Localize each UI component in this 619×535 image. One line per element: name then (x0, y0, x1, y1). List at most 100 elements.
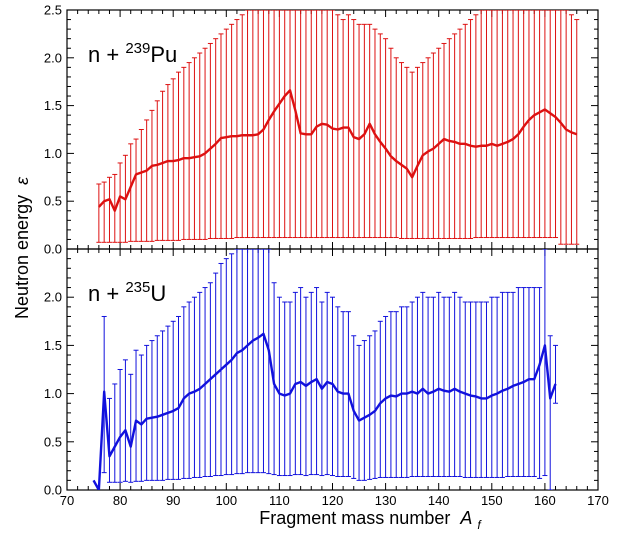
error-bar (553, 344, 559, 404)
error-bar (404, 306, 410, 478)
error-bar (335, 14, 341, 239)
error-bar (330, 296, 335, 477)
error-bar (239, 249, 245, 475)
y-tick-label: 2.5 (44, 3, 62, 18)
error-bar (260, 249, 266, 474)
error-bar (255, 10, 261, 239)
error-bar (308, 10, 314, 239)
error-bar (399, 62, 405, 239)
pu239-panel: 0.0 0.5 1.0 1.5 2.0 2.5 n + 239Pu (44, 3, 599, 257)
y-tick-label: 2.0 (44, 50, 62, 65)
error-bar (234, 249, 240, 475)
error-bar (473, 14, 479, 239)
error-bar (314, 10, 320, 239)
error-bar (393, 57, 399, 239)
error-bar (404, 66, 410, 239)
y-tick-label: 0.5 (44, 194, 62, 209)
series-group (92, 249, 559, 490)
error-bar (457, 296, 463, 478)
error-bar (542, 249, 548, 477)
error-bar (266, 249, 272, 475)
error-bar (526, 10, 532, 239)
error-bar (537, 287, 543, 479)
error-bar (563, 10, 569, 245)
error-bar (160, 90, 166, 241)
series-group (96, 10, 580, 245)
error-bar (245, 249, 251, 474)
error-bar (505, 291, 511, 478)
error-bar (106, 176, 112, 243)
error-bar (399, 306, 405, 478)
error-bar (446, 296, 452, 478)
error-bar (170, 320, 176, 480)
error-bar (494, 10, 500, 239)
error-bar (441, 42, 447, 239)
x-tick-label: 150 (481, 493, 503, 508)
error-bar (144, 119, 150, 242)
error-bar (266, 10, 272, 239)
panel-label: n + 239Pu (88, 40, 177, 67)
x-tick-label: 140 (428, 493, 450, 508)
error-bar (483, 301, 489, 478)
error-bar (489, 296, 495, 478)
error-bar (276, 10, 282, 239)
error-bar (133, 138, 139, 242)
y-tick-label: 1.5 (44, 98, 62, 113)
error-bar (409, 71, 415, 239)
error-bar (505, 10, 511, 239)
error-bar (186, 301, 192, 479)
error-bar (223, 258, 229, 476)
error-bar (526, 287, 532, 478)
error-bar (181, 306, 187, 479)
panel-label-element: Pu (150, 42, 177, 67)
error-bar (186, 62, 192, 240)
error-bar (483, 10, 489, 239)
error-bar (547, 335, 553, 490)
series-line (92, 332, 557, 490)
error-bar (468, 19, 474, 239)
error-bar (430, 296, 436, 478)
error-bar (149, 340, 155, 481)
u235-panel: 0.0 0.5 1.0 1.5 2.0 n + 235U (44, 248, 599, 498)
x-axis-title: Fragment mass number A f (259, 508, 482, 532)
error-bar (160, 330, 166, 481)
panel-label-mass: 239 (125, 40, 150, 57)
x-axis-title-text: Fragment mass number (259, 508, 450, 528)
error-bar (568, 14, 574, 245)
x-tick-label: 100 (215, 493, 237, 508)
error-bar (202, 287, 208, 478)
error-bar (149, 109, 155, 242)
error-bar (531, 287, 537, 478)
error-bar (425, 296, 431, 478)
error-bar (197, 291, 203, 478)
error-bar (191, 296, 197, 478)
error-bar (138, 129, 144, 242)
error-bar (383, 315, 389, 478)
error-bar (372, 330, 378, 479)
error-bar (128, 143, 134, 242)
error-bar (128, 373, 134, 483)
error-bar (144, 344, 150, 481)
error-bar (165, 325, 171, 480)
error-bar (510, 10, 516, 239)
error-bar (553, 10, 559, 239)
error-bar (292, 10, 298, 239)
error-bar (499, 10, 505, 239)
error-bar (542, 10, 548, 239)
error-bar (330, 10, 335, 239)
error-bar (441, 296, 447, 478)
error-bar (287, 10, 293, 239)
error-bar (112, 383, 118, 483)
x-tick-label: 160 (534, 493, 556, 508)
x-tick-label: 170 (587, 493, 609, 508)
y-tick-label: 1.5 (44, 338, 62, 353)
error-bar (510, 291, 516, 478)
error-bar (239, 14, 245, 239)
x-tick-labels: 70 80 90 100 110 120 130 140 150 160 170 (60, 493, 609, 508)
panel-label-element: U (150, 281, 166, 306)
error-bar (181, 66, 187, 240)
x-tick-label: 70 (60, 493, 74, 508)
error-bar (393, 311, 399, 478)
panel-label-prefix: n + (88, 281, 125, 306)
